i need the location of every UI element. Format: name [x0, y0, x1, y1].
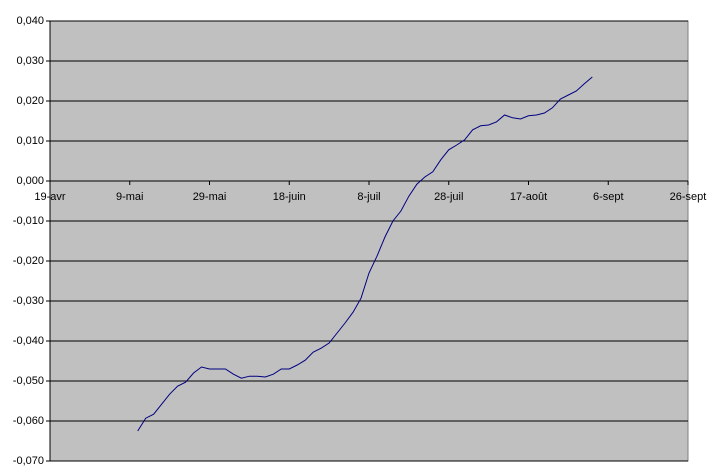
x-tick-label: 26-sept [670, 191, 707, 203]
x-tick-label: 9-mai [116, 191, 144, 203]
x-tick-label: 28-juil [434, 191, 463, 203]
y-tick-label: 0,010 [16, 135, 44, 147]
y-tick-label: -0,040 [13, 335, 44, 347]
x-tick-label: 29-mai [193, 191, 227, 203]
data-line [137, 76, 593, 432]
y-tick-label: 0,020 [16, 95, 44, 107]
y-tick-label: 0,030 [16, 55, 44, 67]
x-tick-label: 6-sept [593, 191, 624, 203]
y-tick-label: -0,020 [13, 255, 44, 267]
y-tick-label: -0,070 [13, 455, 44, 467]
y-tick-label: -0,030 [13, 295, 44, 307]
y-tick-label: -0,010 [13, 215, 44, 227]
x-tick-label: 8-juil [357, 191, 380, 203]
y-tick-label: -0,050 [13, 375, 44, 387]
y-tick-label: -0,060 [13, 415, 44, 427]
y-tick-label: 0,040 [16, 15, 44, 27]
x-tick-label: 18-juin [273, 191, 306, 203]
x-tick-label: 19-avr [34, 191, 66, 203]
y-tick-label: 0,000 [16, 175, 44, 187]
plot-area [49, 20, 689, 462]
x-tick-label: 17-août [510, 191, 547, 203]
